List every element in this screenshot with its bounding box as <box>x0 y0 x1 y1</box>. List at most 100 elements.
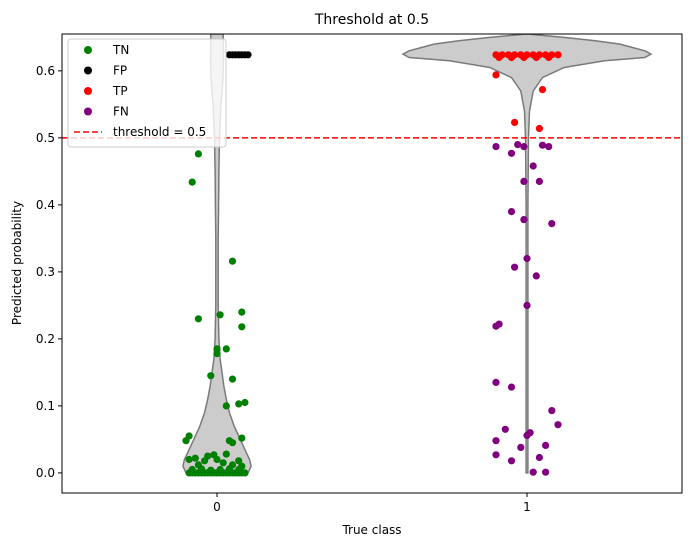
point-fn <box>554 421 562 429</box>
point-tp <box>535 124 544 133</box>
point-tn <box>185 455 193 464</box>
point-tn <box>185 432 193 440</box>
legend-marker <box>84 66 92 75</box>
point-fn <box>538 141 547 149</box>
x-axis-label: True class <box>341 523 401 537</box>
point-fn <box>523 254 531 263</box>
point-fn <box>492 378 500 386</box>
point-tn <box>238 462 246 470</box>
legend-label: FP <box>113 64 127 78</box>
series-fn <box>492 141 562 476</box>
point-fn <box>514 141 522 149</box>
point-fn <box>517 443 525 451</box>
y-tick-label: 0.4 <box>36 198 55 212</box>
point-tp <box>507 53 516 62</box>
point-fn <box>529 162 537 170</box>
point-fn <box>548 407 556 415</box>
point-tn <box>204 452 212 460</box>
plot-frame <box>61 33 683 494</box>
point-fn <box>520 143 528 151</box>
point-tn <box>241 398 249 407</box>
point-fn <box>501 425 509 433</box>
point-fp <box>244 51 252 59</box>
point-tn <box>228 375 237 383</box>
point-tn <box>228 257 237 265</box>
chart-title: Threshold at 0.5 <box>314 12 429 28</box>
legend-marker <box>84 107 92 116</box>
legend-item: FP <box>84 64 127 78</box>
point-tn <box>238 308 246 316</box>
point-tn <box>235 457 243 465</box>
point-tn <box>222 402 230 410</box>
point-fn <box>492 322 500 330</box>
y-axis-label: Predicted probability <box>10 201 24 325</box>
legend-marker <box>84 46 92 54</box>
point-fn <box>507 457 516 465</box>
point-fn <box>492 437 500 445</box>
point-tp <box>520 53 528 62</box>
point-tn <box>207 466 215 474</box>
legend-label: threshold = 0.5 <box>113 125 206 139</box>
point-tn <box>188 178 196 186</box>
point-fn <box>535 177 544 185</box>
violin-class-1 <box>401 34 653 474</box>
y-tick-label: 0.0 <box>36 466 55 480</box>
point-fn <box>523 431 531 439</box>
x-tick-label: 1 <box>523 500 531 514</box>
point-tn <box>228 461 237 469</box>
legend-label: TN <box>112 43 129 57</box>
legend-item: TP <box>84 84 128 98</box>
point-fn <box>520 216 528 224</box>
y-tick-label: 0.3 <box>36 265 55 279</box>
point-tn <box>235 400 243 408</box>
legend-marker <box>84 87 92 95</box>
point-tn <box>207 372 215 380</box>
y-tick-label: 0.2 <box>36 332 55 346</box>
point-tp <box>545 53 553 62</box>
point-tp <box>510 118 519 126</box>
point-tn <box>222 345 230 353</box>
point-tn <box>194 461 202 469</box>
point-tn <box>191 454 199 462</box>
point-tp <box>554 51 562 59</box>
point-tn <box>219 459 227 467</box>
point-fn <box>542 441 550 449</box>
series-fp <box>225 51 252 59</box>
y-tick-label: 0.6 <box>36 64 55 78</box>
point-tp <box>538 86 547 94</box>
point-fn <box>507 383 516 391</box>
point-tn <box>194 315 202 323</box>
legend: TN FP TP FN threshold = 0.5 <box>67 38 227 148</box>
plot-area <box>62 34 682 477</box>
point-fn <box>523 301 531 309</box>
x-tick-label: 0 <box>213 500 221 514</box>
point-tn <box>213 345 221 353</box>
point-tn <box>188 465 196 474</box>
point-tn <box>194 150 202 158</box>
legend-item: TN <box>84 43 129 57</box>
legend-item: threshold = 0.5 <box>74 125 206 139</box>
point-fn <box>510 263 519 271</box>
point-fn <box>535 453 544 462</box>
y-tick-label: 0.1 <box>36 399 55 413</box>
point-fn <box>507 149 516 157</box>
point-fn <box>542 468 550 476</box>
point-tp <box>492 71 500 79</box>
violin-class-0 <box>182 34 252 474</box>
point-tn <box>238 434 246 442</box>
point-tn <box>238 323 246 331</box>
y-tick-label: 0.5 <box>36 131 55 145</box>
legend-label: FN <box>113 105 129 119</box>
point-tn <box>213 455 221 464</box>
series-tn <box>182 150 249 477</box>
legend-label: TP <box>112 84 128 98</box>
point-fn <box>548 220 556 228</box>
y-axis: 0.0 0.1 0.2 0.3 0.4 0.5 0.6 <box>36 64 62 480</box>
point-fn <box>520 177 528 185</box>
legend-item: FN <box>84 105 129 119</box>
point-tp <box>532 53 540 62</box>
point-tn <box>222 450 230 458</box>
point-fn <box>545 143 553 151</box>
point-tn <box>241 469 249 477</box>
